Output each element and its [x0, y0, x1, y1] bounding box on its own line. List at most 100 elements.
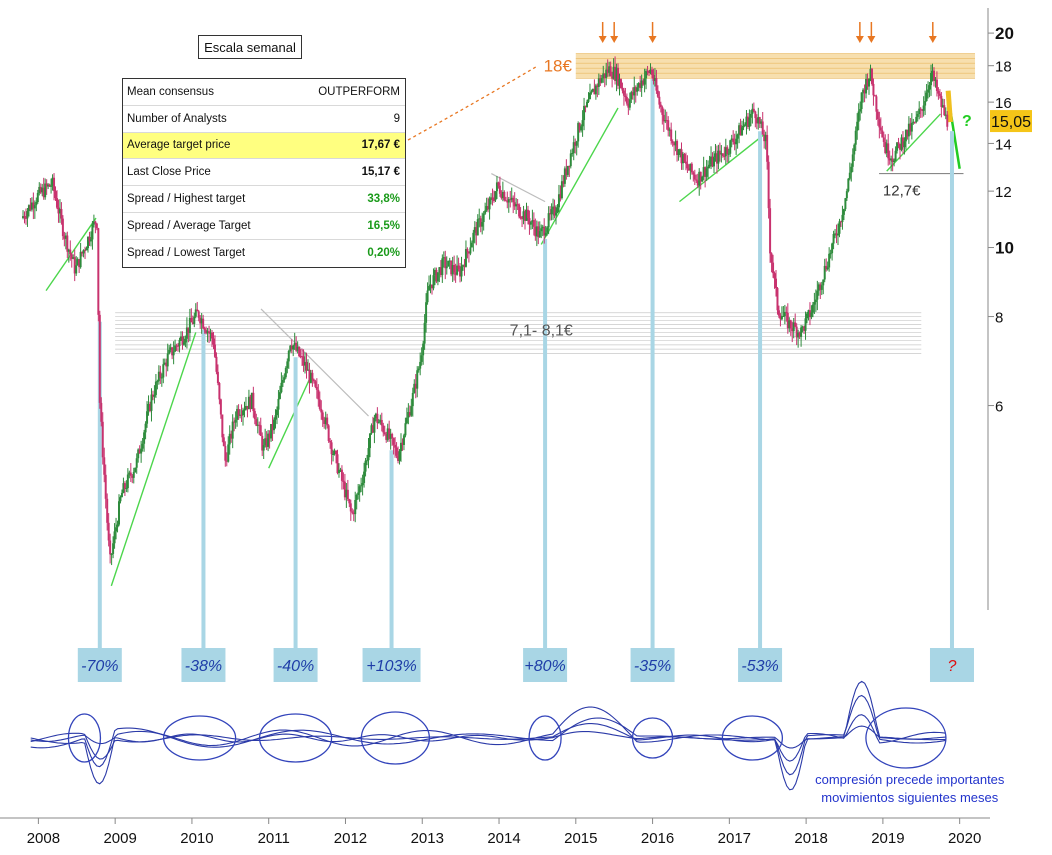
candle-body — [24, 217, 27, 219]
candle-body — [460, 266, 463, 277]
consensus-row: Mean consensus OUTPERFORM — [123, 79, 405, 106]
candle-body — [181, 336, 184, 345]
y-tick-label: 6 — [995, 399, 1003, 416]
candle-body — [360, 485, 363, 487]
candle-body — [366, 460, 369, 462]
candle-body — [488, 198, 491, 210]
candle-body — [355, 494, 358, 500]
candle-body — [247, 396, 250, 410]
candle-body — [829, 253, 832, 255]
candle-body — [730, 138, 733, 141]
candle-body — [451, 264, 454, 275]
candle-body — [739, 125, 742, 136]
candle-body — [944, 114, 947, 116]
candle-body — [85, 248, 88, 251]
candle-body — [760, 121, 763, 124]
candle-body — [803, 326, 806, 331]
candle-body — [693, 174, 696, 180]
candle-body — [177, 345, 180, 347]
candle-body — [937, 91, 940, 94]
candle-body — [397, 455, 400, 461]
candle-body — [323, 420, 326, 424]
candle-body — [242, 410, 245, 416]
candle-body — [770, 253, 773, 263]
candle-body — [219, 399, 222, 415]
candle-body — [704, 167, 707, 177]
candle-body — [450, 260, 453, 275]
candle-body — [289, 345, 292, 351]
candle-body — [413, 383, 416, 393]
move-label: -35% — [634, 658, 671, 675]
candle-body — [230, 433, 233, 439]
candle-body — [165, 362, 168, 367]
candle-body — [376, 413, 379, 424]
candle-body — [885, 143, 888, 153]
candle-body — [453, 264, 456, 273]
candle-body — [640, 80, 643, 89]
candle-body — [845, 191, 848, 199]
candle-body — [479, 218, 482, 227]
move-label: -40% — [277, 658, 314, 675]
candle-body — [442, 257, 445, 259]
candle-body — [227, 444, 230, 462]
candle-body — [215, 356, 218, 372]
support-line-label: 12,7€ — [883, 183, 921, 200]
candle-body — [104, 474, 107, 499]
candle-body — [430, 284, 433, 289]
candle-body — [642, 80, 645, 85]
candle-body — [518, 204, 521, 217]
scale-label: Escala semanal — [198, 35, 302, 59]
move-label: +103% — [366, 658, 416, 675]
candle-body — [190, 317, 193, 323]
candle-body — [432, 275, 435, 289]
candle-body — [75, 265, 78, 274]
candle-body — [899, 144, 902, 150]
candle-body — [789, 320, 792, 329]
candle-body — [41, 187, 44, 193]
candle-body — [134, 467, 137, 473]
candle-body — [494, 191, 497, 201]
candle-body — [634, 87, 637, 92]
candle-body — [528, 218, 531, 225]
candle-body — [29, 205, 32, 210]
candle-body — [405, 417, 408, 424]
candle-body — [705, 168, 708, 177]
candle-body — [524, 211, 527, 221]
candle-body — [206, 331, 209, 334]
oscillator-line — [30, 725, 946, 749]
candle-body — [668, 129, 671, 131]
candle-body — [776, 288, 779, 311]
candle-body — [115, 527, 118, 532]
candle-body — [233, 421, 236, 423]
candle-body — [577, 123, 580, 142]
candle-body — [853, 144, 856, 155]
candle-body — [792, 322, 795, 332]
candle-body — [851, 154, 854, 167]
candle-body — [72, 257, 75, 259]
candle-body — [333, 450, 336, 455]
candle-body — [439, 267, 442, 276]
candle-body — [428, 286, 431, 291]
candle-body — [394, 444, 397, 448]
candle-body — [842, 209, 845, 215]
candle-body — [630, 92, 633, 100]
candle-body — [211, 332, 214, 339]
candle-body — [729, 140, 732, 154]
candle-body — [131, 475, 134, 478]
candle-body — [769, 208, 772, 254]
candle-body — [495, 182, 498, 192]
candle-body — [544, 232, 547, 236]
candle-body — [680, 149, 683, 164]
candle-body — [649, 69, 652, 73]
candle-body — [594, 85, 597, 95]
candle-body — [162, 364, 165, 378]
x-tick-label: 2008 — [27, 830, 60, 847]
candle-body — [73, 257, 76, 274]
candle-body — [755, 118, 758, 124]
candle-body — [869, 68, 872, 79]
candle-body — [407, 412, 410, 418]
candle-body — [810, 312, 813, 318]
last-price-box — [990, 110, 1032, 133]
candle-body — [171, 347, 174, 356]
candle-body — [553, 206, 556, 216]
